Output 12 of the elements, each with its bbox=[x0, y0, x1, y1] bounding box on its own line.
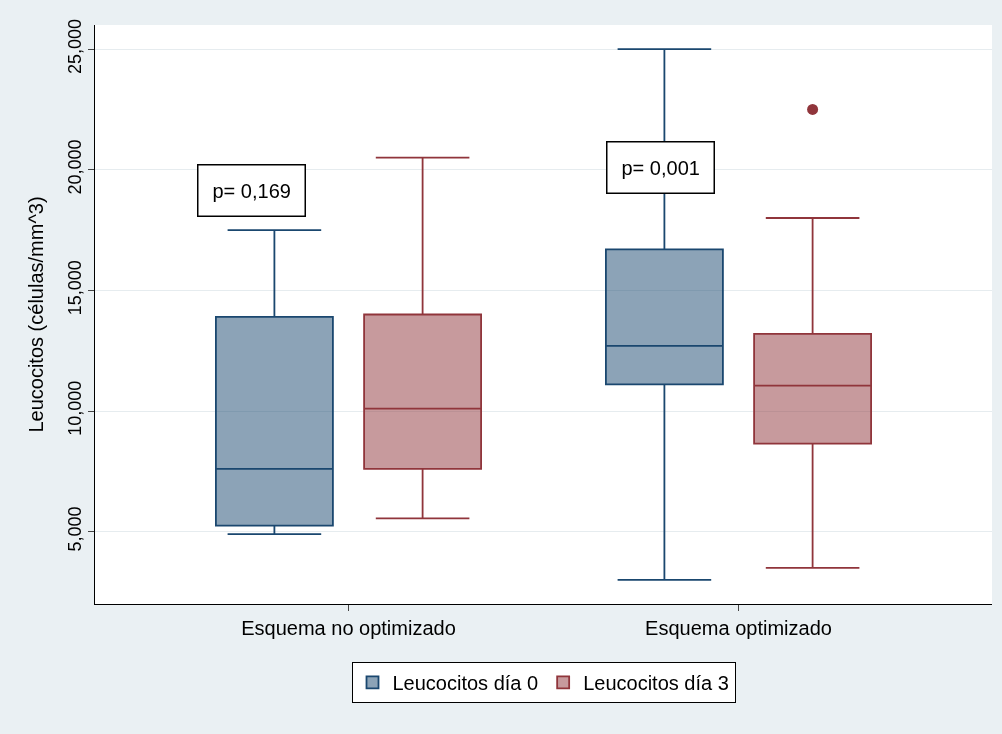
annotation: p= 0,169 bbox=[212, 179, 291, 202]
y-tick-label: 15,000 bbox=[64, 260, 85, 316]
x-tick-label: Esquema no optimizado bbox=[241, 617, 456, 639]
y-tick-label: 20,000 bbox=[64, 139, 85, 195]
y-tick-label: 5,000 bbox=[64, 506, 85, 552]
y-axis-title: Leucocitos (células/mm^3) bbox=[25, 196, 48, 433]
annotation: p= 0,001 bbox=[621, 156, 700, 179]
x-tick-label: Esquema optimizado bbox=[645, 617, 832, 639]
legend-label: Leucocitos día 3 bbox=[583, 672, 729, 695]
legend-label: Leucocitos día 0 bbox=[392, 672, 539, 695]
y-tick-label: 25,000 bbox=[64, 18, 85, 74]
y-tick-label: 10,000 bbox=[64, 380, 85, 436]
